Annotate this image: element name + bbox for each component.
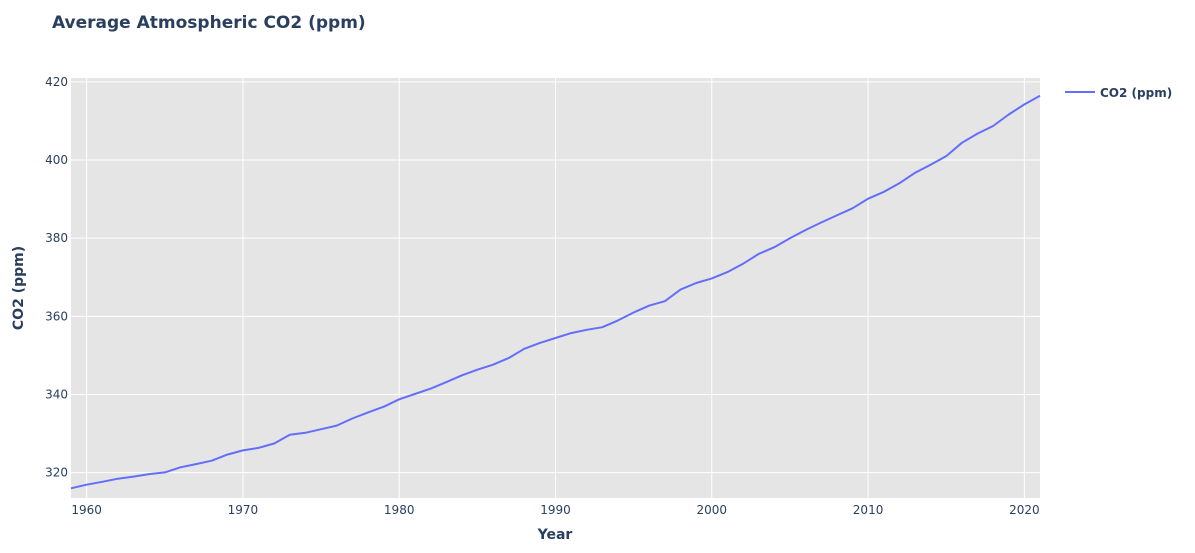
data-point <box>271 441 277 447</box>
data-point <box>68 485 74 491</box>
legend[interactable]: CO2 (ppm) <box>1065 86 1172 100</box>
data-point <box>740 261 746 267</box>
data-point <box>599 324 605 330</box>
y-tick-label: 380 <box>45 231 68 245</box>
data-point <box>1021 101 1027 107</box>
y-axis-title: CO2 (ppm) <box>11 246 27 330</box>
data-point <box>584 327 590 333</box>
data-point <box>349 416 355 422</box>
y-tick-label: 360 <box>45 309 68 323</box>
y-tick-label: 400 <box>45 153 68 167</box>
x-axis-title: Year <box>537 527 573 543</box>
data-point <box>943 153 949 159</box>
x-tick-label: 2020 <box>1009 503 1040 517</box>
data-point <box>506 355 512 361</box>
data-point <box>709 275 715 281</box>
x-tick-label: 2010 <box>853 503 884 517</box>
data-point <box>490 362 496 368</box>
data-point <box>412 391 418 397</box>
data-point <box>193 461 199 467</box>
data-point <box>521 346 527 352</box>
x-tick-label: 2000 <box>697 503 728 517</box>
y-tick-label: 320 <box>45 466 68 480</box>
data-point <box>850 205 856 211</box>
y-tick-label: 420 <box>45 75 68 89</box>
data-point <box>1006 112 1012 118</box>
data-point <box>662 298 668 304</box>
data-point <box>771 244 777 250</box>
chart-title: Average Atmospheric CO2 (ppm) <box>52 13 366 33</box>
data-point <box>615 317 621 323</box>
data-point <box>381 404 387 410</box>
data-point <box>990 123 996 129</box>
data-point <box>818 220 824 226</box>
data-point <box>912 170 918 176</box>
data-point <box>474 367 480 373</box>
data-point <box>834 212 840 218</box>
data-point <box>302 430 308 436</box>
data-point <box>177 464 183 470</box>
tick-labels: 1960 1970 1980 1990 2000 2010 2020 320 340 360 380… <box>45 75 1040 517</box>
series-layer <box>68 93 1043 491</box>
data-point <box>787 235 793 241</box>
x-tick-label: 1990 <box>540 503 571 517</box>
data-point <box>896 180 902 186</box>
data-point <box>396 396 402 402</box>
y-tick-label: 340 <box>45 387 68 401</box>
data-point <box>209 458 215 464</box>
data-point <box>756 251 762 257</box>
data-point <box>334 423 340 429</box>
data-point <box>131 474 137 480</box>
data-point <box>865 196 871 202</box>
data-point <box>99 479 105 485</box>
data-point <box>568 330 574 336</box>
data-point <box>365 409 371 415</box>
data-point <box>1037 93 1043 99</box>
data-point <box>146 471 152 477</box>
data-point <box>428 386 434 392</box>
data-point <box>443 379 449 385</box>
data-point <box>84 482 90 488</box>
data-point <box>224 452 230 458</box>
data-point <box>240 447 246 453</box>
series-line <box>70 94 1041 490</box>
data-point <box>115 476 121 482</box>
data-point <box>631 310 637 316</box>
data-point <box>318 426 324 432</box>
x-tick-label: 1960 <box>71 503 102 517</box>
data-point <box>162 469 168 475</box>
data-point <box>693 280 699 286</box>
data-point <box>646 303 652 309</box>
data-point <box>287 432 293 438</box>
data-point <box>553 335 559 341</box>
legend-label: CO2 (ppm) <box>1100 86 1172 100</box>
data-point <box>928 162 934 168</box>
x-tick-label: 1980 <box>384 503 415 517</box>
data-point <box>678 287 684 293</box>
x-tick-label: 1970 <box>228 503 259 517</box>
data-point <box>459 372 465 378</box>
data-point <box>537 340 543 346</box>
data-point <box>881 189 887 195</box>
data-point <box>256 445 262 451</box>
data-point <box>975 131 981 137</box>
data-point <box>959 140 965 146</box>
data-point <box>724 269 730 275</box>
grid <box>71 78 1040 498</box>
data-point <box>803 227 809 233</box>
